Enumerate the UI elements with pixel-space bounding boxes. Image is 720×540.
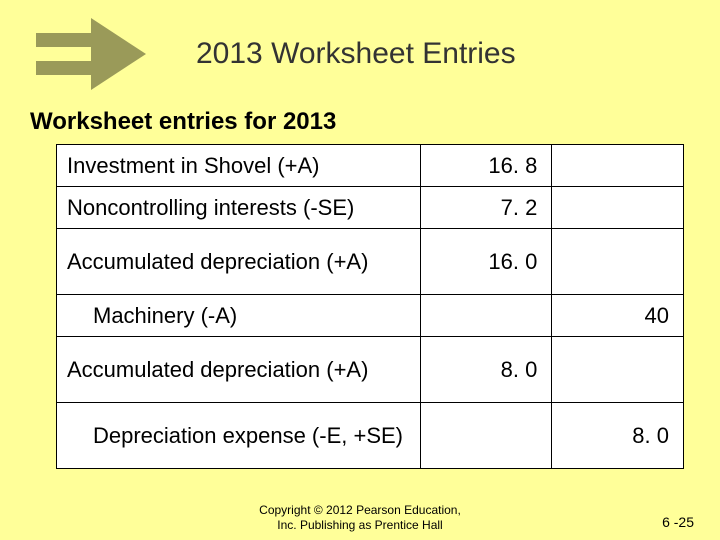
row-desc: Accumulated depreciation (+A) (57, 229, 421, 295)
footer-line1: Copyright © 2012 Pearson Education, (259, 503, 461, 517)
copyright-footer: Copyright © 2012 Pearson Education, Inc.… (0, 503, 720, 532)
row-credit (552, 337, 684, 403)
slide-number: 6 -25 (662, 514, 694, 530)
table-row: Accumulated depreciation (+A)8. 0 (57, 337, 684, 403)
arrow-icon (36, 18, 146, 90)
row-credit: 8. 0 (552, 403, 684, 469)
row-debit: 16. 8 (420, 145, 552, 187)
worksheet-table: Investment in Shovel (+A)16. 8Noncontrol… (56, 144, 684, 469)
slide-container: 2013 Worksheet Entries Worksheet entries… (0, 0, 720, 540)
table-row: Depreciation expense (-E, +SE) 8. 0 (57, 403, 684, 469)
row-debit: 7. 2 (420, 187, 552, 229)
row-credit: 40 (552, 295, 684, 337)
header-row: 2013 Worksheet Entries (28, 18, 692, 90)
row-desc: Machinery (-A) (57, 295, 421, 337)
row-credit (552, 229, 684, 295)
row-desc: Accumulated depreciation (+A) (57, 337, 421, 403)
subtitle: Worksheet entries for 2013 (30, 108, 692, 136)
row-debit (420, 295, 552, 337)
table-row: Noncontrolling interests (-SE)7. 2 (57, 187, 684, 229)
row-desc: Depreciation expense (-E, +SE) (57, 403, 421, 469)
table-row: Accumulated depreciation (+A)16. 0 (57, 229, 684, 295)
row-desc: Noncontrolling interests (-SE) (57, 187, 421, 229)
row-desc: Investment in Shovel (+A) (57, 145, 421, 187)
footer-line2: Inc. Publishing as Prentice Hall (277, 518, 442, 532)
table-row: Machinery (-A) 40 (57, 295, 684, 337)
table-container: Investment in Shovel (+A)16. 8Noncontrol… (28, 144, 692, 469)
row-debit: 8. 0 (420, 337, 552, 403)
row-credit (552, 145, 684, 187)
row-debit (420, 403, 552, 469)
table-row: Investment in Shovel (+A)16. 8 (57, 145, 684, 187)
row-debit: 16. 0 (420, 229, 552, 295)
row-credit (552, 187, 684, 229)
page-title: 2013 Worksheet Entries (176, 37, 692, 71)
